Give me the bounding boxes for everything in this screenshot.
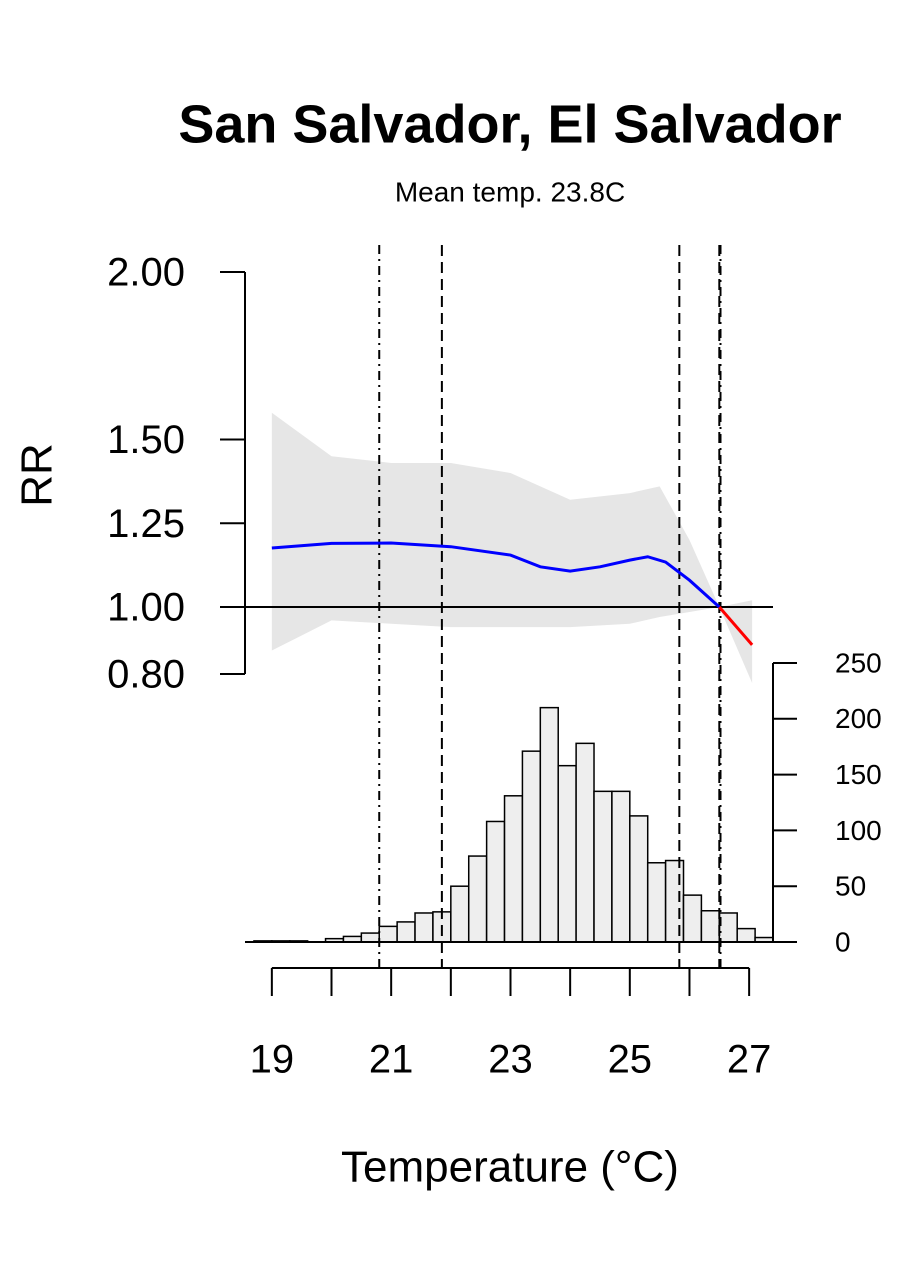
y-tick-label: 1.50 (107, 418, 185, 462)
histogram-tick-label: 0 (835, 926, 851, 957)
histogram-tick-label: 200 (835, 703, 882, 734)
histogram-bar (396, 921, 416, 943)
y-tick-label: 2.00 (107, 251, 185, 295)
histogram-bar (629, 815, 649, 943)
histogram-bar (682, 894, 703, 943)
x-tick-label: 23 (488, 1038, 533, 1082)
histogram-bar (736, 927, 756, 943)
x-axis-label: Temperature (°C) (341, 1143, 679, 1192)
histogram-bar (593, 790, 613, 943)
y-tick-label: 1.25 (107, 502, 185, 546)
histogram-bar (539, 706, 559, 943)
histogram-bar (700, 910, 721, 943)
histogram-bar (503, 795, 524, 943)
histogram-bar (450, 885, 470, 943)
y-tick-label: 1.00 (107, 586, 185, 630)
histogram-bar (718, 912, 738, 943)
confidence-band (271, 412, 753, 684)
chart-subtitle: Mean temp. 23.8C (395, 176, 625, 207)
histogram-bar (414, 912, 434, 943)
histogram-tick-label: 50 (835, 871, 866, 902)
y-axis-label: RR (13, 443, 62, 507)
y-tick-label: 0.80 (107, 653, 185, 697)
rr-curve (271, 541, 721, 609)
histogram-tick-label: 100 (835, 815, 882, 846)
histogram-bar (467, 855, 488, 943)
histogram-bar (664, 859, 685, 943)
rr-curve (718, 606, 754, 646)
histogram-bar (557, 764, 577, 943)
histogram-tick-label: 250 (835, 647, 882, 678)
chart-title: San Salvador, El Salvador (178, 94, 841, 154)
histogram-bar (485, 820, 506, 943)
histogram-bar (360, 932, 380, 943)
x-tick-label: 21 (369, 1038, 414, 1082)
x-tick-label: 27 (727, 1038, 772, 1082)
x-tick-label: 19 (250, 1038, 295, 1082)
histogram-tick-label: 150 (835, 759, 882, 790)
x-tick-label: 25 (608, 1038, 653, 1082)
histogram-bar (575, 742, 595, 943)
histogram-bar (378, 925, 398, 943)
histogram-bar (521, 750, 542, 943)
histogram-bar (611, 790, 631, 943)
histogram-bar (646, 862, 667, 943)
